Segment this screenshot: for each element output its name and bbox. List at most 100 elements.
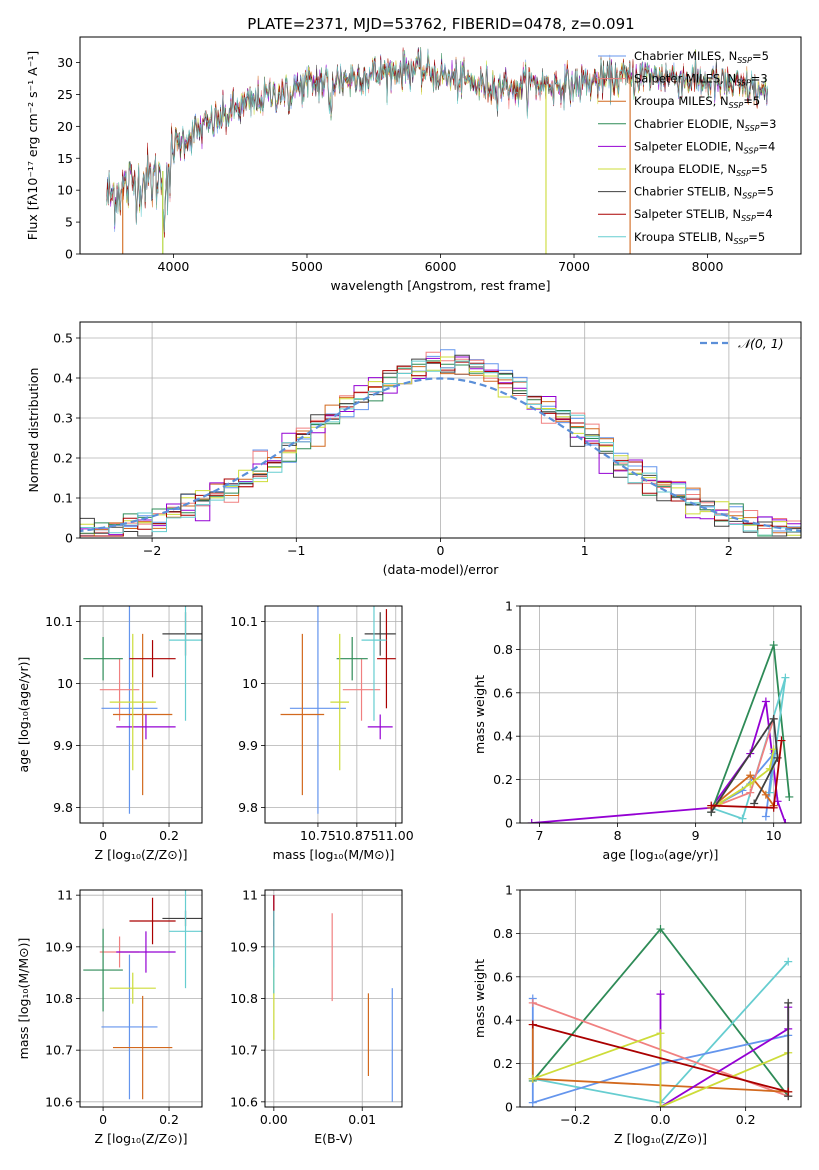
errorbar-point-8 bbox=[169, 890, 202, 989]
x-tick-label: 2 bbox=[725, 543, 733, 558]
legend-label-sub: SSP bbox=[736, 169, 751, 178]
weight-marker bbox=[777, 736, 786, 745]
y-tick-label: 0.5 bbox=[53, 331, 73, 346]
legend-label: Chabrier STELIB, NSSP=5 bbox=[634, 185, 774, 201]
y-tick-label: 1 bbox=[505, 599, 513, 614]
x-tick-label: 1 bbox=[581, 543, 589, 558]
legend-label-sub: SSP bbox=[741, 214, 756, 223]
y-tick-label: 15 bbox=[57, 151, 73, 166]
errorbar-point-8 bbox=[169, 606, 202, 721]
legend-label-sub: SSP bbox=[734, 237, 749, 246]
errorbar-point-5 bbox=[109, 972, 156, 1004]
weight-marker bbox=[769, 714, 778, 723]
y-tick-label: 1 bbox=[505, 883, 513, 898]
y-tick-label: 0.4 bbox=[53, 371, 73, 386]
weight-marker bbox=[785, 792, 794, 801]
x-axis-label: mass [log₁₀(M/M⊙)] bbox=[273, 847, 395, 862]
errorbar-point-7 bbox=[129, 897, 176, 945]
x-tick-label: 6000 bbox=[425, 259, 457, 274]
x-tick-label: 0.00 bbox=[260, 1112, 288, 1127]
y-tick-label: 9.8 bbox=[238, 800, 258, 815]
legend-label-tail: =5 bbox=[743, 94, 760, 108]
errorbar-point-8 bbox=[361, 606, 387, 721]
errorbar-point-5 bbox=[109, 633, 156, 771]
legend-label-main: Kroupa MILES, N bbox=[634, 94, 729, 108]
figure-title: PLATE=2371, MJD=53762, FIBERID=0478, z=0… bbox=[247, 15, 634, 33]
weight-marker bbox=[528, 1098, 537, 1107]
y-tick-label: 10.1 bbox=[230, 614, 258, 629]
weight-marker bbox=[656, 990, 665, 999]
y-tick-label: 9.9 bbox=[53, 738, 73, 753]
legend-label-tail: =5 bbox=[751, 162, 768, 176]
weight-marker bbox=[656, 925, 665, 934]
weight-line-7 bbox=[532, 1023, 789, 1093]
legend-label-tail: =3 bbox=[760, 117, 777, 131]
x-tick-label: 8 bbox=[614, 828, 622, 843]
x-tick-label: 10.75 bbox=[300, 828, 336, 843]
panel-z-weight: −0.2 0.0 0.2 0 0.2 0.4 0.6 0.8 1 Z [log₁₀(Z/Z⊙)] m… bbox=[472, 883, 802, 1146]
errorbar-point-3 bbox=[83, 928, 123, 1012]
weight-marker bbox=[761, 790, 770, 799]
x-tick-label: 0 bbox=[99, 1112, 107, 1127]
plot-area bbox=[273, 895, 393, 1102]
legend-label: Chabrier ELODIE, NSSP=3 bbox=[634, 117, 776, 133]
x-axis-label: Z [log₁₀(Z/Z⊙)] bbox=[614, 1131, 707, 1146]
errorbar-point-0 bbox=[289, 606, 346, 814]
x-tick-label: 0 bbox=[437, 543, 445, 558]
x-tick-label: 0.2 bbox=[159, 828, 179, 843]
errorbar-point-7 bbox=[377, 609, 396, 709]
legend-label-tail: =4 bbox=[758, 139, 775, 153]
errorbar-point-4 bbox=[116, 931, 176, 973]
x-tick-label: 5000 bbox=[291, 259, 323, 274]
weight-marker bbox=[527, 819, 536, 823]
plot-area bbox=[527, 641, 794, 823]
panel-age-weight: 7 8 9 10 0 0.2 0.4 0.6 0.8 1 age [log₁₀(age/yr)] ma… bbox=[472, 599, 802, 862]
weight-marker bbox=[707, 801, 716, 810]
weight-marker bbox=[769, 641, 778, 650]
normal-curve bbox=[80, 377, 801, 533]
x-tick-label: 9 bbox=[692, 828, 700, 843]
axes-frame bbox=[79, 605, 203, 824]
weight-marker bbox=[761, 697, 770, 706]
normal-legend-label: 𝒩(0, 1) bbox=[738, 336, 784, 351]
weight-marker bbox=[781, 673, 790, 682]
panel-residuals: −2 −1 0 1 2 0 0.1 0.2 0.3 0.4 0.5 (data-model)/erro… bbox=[26, 321, 802, 577]
y-tick-label: 0.2 bbox=[493, 1056, 513, 1071]
x-tick-label: 0 bbox=[99, 828, 107, 843]
panel-mass-age: 10.75 10.875 11.00 9.8 9.9 10 10.1 mass [log₁₀(… bbox=[230, 605, 414, 862]
legend-label-sub: SSP bbox=[729, 101, 744, 110]
panel-ebv-mass: 0.00 0.01 10.6 10.7 10.8 10.9 11 E(B-V) bbox=[230, 888, 403, 1146]
weight-marker bbox=[528, 1020, 537, 1029]
errorbar-point-2 bbox=[112, 995, 173, 1100]
y-tick-label: 10.1 bbox=[45, 614, 73, 629]
weight-line-4 bbox=[531, 701, 787, 823]
x-tick-label: 7000 bbox=[558, 259, 590, 274]
errorbar-point-2 bbox=[112, 633, 173, 796]
plot-area bbox=[106, 47, 768, 254]
weight-line-6 bbox=[710, 716, 779, 813]
weight-marker bbox=[761, 812, 770, 821]
x-axis-label: (data-model)/error bbox=[383, 562, 500, 577]
y-tick-label: 10.9 bbox=[45, 939, 73, 954]
x-axis-label: E(B-V) bbox=[314, 1131, 353, 1146]
weight-line-5 bbox=[718, 749, 775, 805]
y-axis-label: mass [log₁₀(M/M⊙)] bbox=[16, 938, 31, 1060]
x-tick-label: −0.2 bbox=[560, 1112, 590, 1127]
legend-label-main: Salpeter ELODIE, N bbox=[634, 139, 744, 153]
plot-area bbox=[83, 606, 202, 814]
x-tick-label: 4000 bbox=[158, 259, 190, 274]
y-tick-label: 11 bbox=[57, 888, 73, 903]
weight-marker bbox=[784, 957, 793, 966]
legend-label-tail: =5 bbox=[757, 185, 774, 199]
panel-spectrum: 4000 5000 6000 7000 8000 0 5 10 15 20 25 30 waveleng… bbox=[25, 36, 802, 293]
x-tick-label: 0.2 bbox=[736, 1112, 756, 1127]
errorbar-point-5 bbox=[330, 633, 350, 771]
y-tick-label: 0 bbox=[65, 247, 73, 262]
x-tick-label: 10.875 bbox=[335, 828, 379, 843]
errorbar-point-3 bbox=[336, 637, 368, 681]
errorbar-point-4 bbox=[116, 714, 176, 740]
x-tick-label: −1 bbox=[287, 543, 305, 558]
weight-marker bbox=[656, 1029, 665, 1038]
y-tick-label: 9.9 bbox=[238, 738, 258, 753]
